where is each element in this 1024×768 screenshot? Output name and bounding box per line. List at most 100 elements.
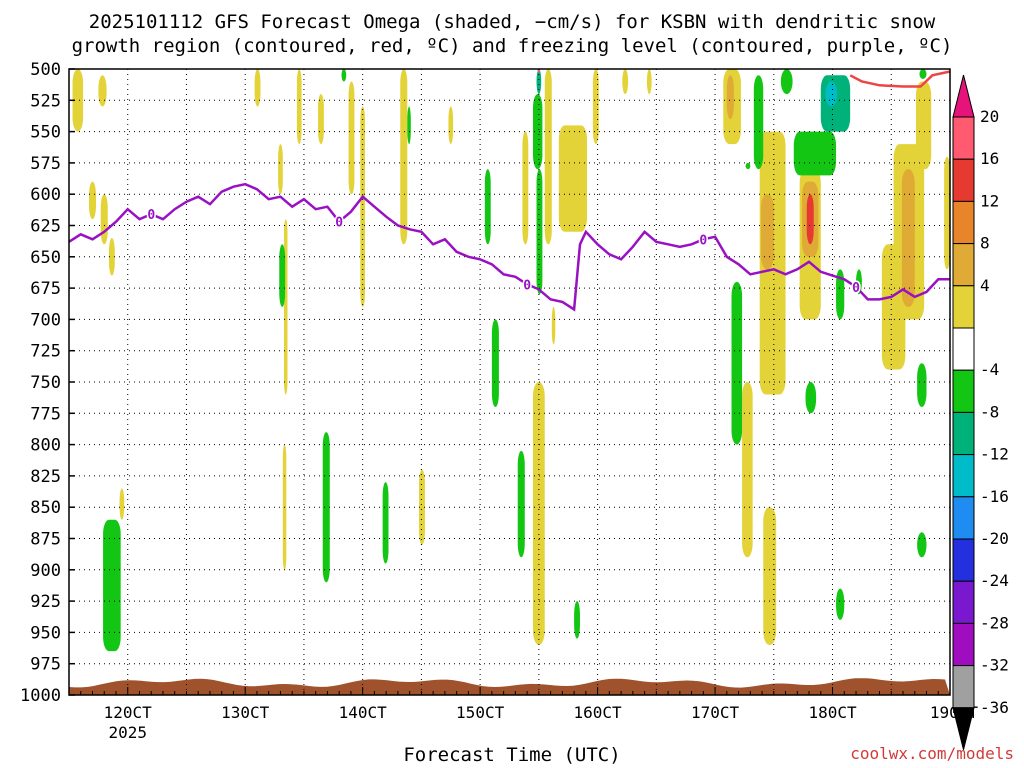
omega-region-63 xyxy=(919,69,927,80)
omega-region-24 xyxy=(646,69,652,95)
omega-region-56 xyxy=(805,382,817,414)
y-tick-label-725: 725 xyxy=(30,342,61,362)
grid-lines xyxy=(69,68,950,696)
y-tick-label-800: 800 xyxy=(30,436,61,456)
y-tick-label-550: 550 xyxy=(30,123,61,143)
colorbar-label--20: -20 xyxy=(980,529,1009,548)
colorbar-swatch-8 xyxy=(952,454,975,498)
freezing-level-label-0: 0 xyxy=(147,208,155,223)
colorbar-top-arrow xyxy=(952,74,975,118)
omega-region-59 xyxy=(836,588,845,620)
omega-region-0 xyxy=(72,69,84,132)
omega-region-7 xyxy=(278,144,283,195)
x-tick-label-120: 120CT xyxy=(104,703,153,722)
omega-region-10 xyxy=(296,69,302,145)
colorbar-bottom-arrow xyxy=(952,707,975,750)
omega-region-19 xyxy=(558,125,588,232)
omega-region-45 xyxy=(407,106,411,145)
x-tick-label-140: 140CT xyxy=(339,703,388,722)
omega-region-17 xyxy=(522,131,529,245)
chart-title-line-1: 2025101112 GFS Forecast Omega (shaded, −… xyxy=(88,11,936,33)
omega-region-42 xyxy=(322,432,330,583)
colorbar-label--28: -28 xyxy=(980,613,1009,632)
omega-region-52 xyxy=(731,281,743,445)
colorbar-swatch-6 xyxy=(952,369,975,413)
omega-region-21 xyxy=(532,382,545,645)
colorbar-label--12: -12 xyxy=(980,445,1009,464)
colorbar-label--32: -32 xyxy=(980,656,1009,675)
colorbar-swatch-13 xyxy=(952,665,975,709)
colorbar-swatch-1 xyxy=(952,158,975,202)
colorbar-swatch-12 xyxy=(952,622,975,667)
y-tick-label-775: 775 xyxy=(30,404,61,424)
colorbar-label--16: -16 xyxy=(980,487,1009,506)
y-tick-label-500: 500 xyxy=(30,60,61,80)
x-axis-title: Forecast Time (UTC) xyxy=(403,744,621,766)
omega-region-2 xyxy=(88,181,97,220)
colorbar-label-8: 8 xyxy=(980,234,990,253)
y-tick-label-750: 750 xyxy=(30,373,61,393)
omega-region-41 xyxy=(279,244,286,307)
y-tick-label-875: 875 xyxy=(30,530,61,550)
omega-region-48 xyxy=(532,94,543,170)
colorbar-label--8: -8 xyxy=(980,402,999,421)
chart-title-line-2: growth region (contoured, red, ºC) and f… xyxy=(71,35,953,57)
colorbar: 20 16 12 8 4 -4 -8 -12 -16 -20 -24 -28 -32 -36 xyxy=(952,74,1009,750)
colorbar-swatch-11 xyxy=(952,580,975,624)
omega-region-20 xyxy=(592,69,599,145)
colorbar-label-4: 4 xyxy=(980,276,990,295)
colorbar-label--24: -24 xyxy=(980,571,1009,590)
omega-region-5 xyxy=(119,488,125,520)
omega-region-67 xyxy=(537,69,541,73)
omega-region-40 xyxy=(103,519,121,652)
omega-region-50 xyxy=(517,450,525,558)
y-tick-label-675: 675 xyxy=(30,279,61,299)
omega-region-12 xyxy=(348,81,355,195)
omega-region-15 xyxy=(419,469,425,545)
omega-region-62 xyxy=(917,532,927,558)
colorbar-swatch-0 xyxy=(952,116,975,160)
terrain-layer xyxy=(69,678,950,695)
colorbar-label--4: -4 xyxy=(980,360,999,379)
omega-region-61 xyxy=(917,363,927,408)
omega-region-46 xyxy=(484,169,491,245)
y-tick-label-700: 700 xyxy=(30,310,61,330)
omega-region-51 xyxy=(574,601,580,639)
omega-region-18 xyxy=(544,69,552,245)
colorbar-swatch-3 xyxy=(952,243,975,287)
omega-region-28 xyxy=(763,507,777,645)
axes: 500 525 550 575 600 625 650 675 700 725 750 775 800 8… xyxy=(20,60,978,742)
omega-region-8 xyxy=(283,219,288,395)
x-tick-label-180: 180CT xyxy=(808,703,857,722)
omega-region-37 xyxy=(901,169,915,307)
omega-region-57 xyxy=(793,131,837,176)
freezing-level-label-2: 0 xyxy=(523,278,531,293)
y-tick-label-975: 975 xyxy=(30,655,61,675)
colorbar-swatch-7 xyxy=(952,411,975,456)
y-tick-label-650: 650 xyxy=(30,248,61,268)
omega-region-43 xyxy=(341,69,347,82)
colorbar-swatch-4 xyxy=(952,285,975,329)
freezing-level-label-4: 0 xyxy=(852,281,860,296)
omega-region-39 xyxy=(806,194,814,245)
omega-region-35 xyxy=(760,194,774,270)
omega-region-34 xyxy=(944,156,950,270)
y-tick-label-600: 600 xyxy=(30,185,61,205)
y-tick-label-1000: 1000 xyxy=(20,686,61,706)
colorbar-swatch-5 xyxy=(952,327,975,371)
y-tick-label-625: 625 xyxy=(30,217,61,237)
omega-region-27 xyxy=(742,382,753,558)
y-tick-label-925: 925 xyxy=(30,592,61,612)
omega-region-23 xyxy=(622,69,629,95)
freezing-level-label-3: 0 xyxy=(699,233,707,248)
omega-region-6 xyxy=(254,69,261,107)
dgz-contour-line xyxy=(849,70,951,88)
omega-shading xyxy=(72,69,950,652)
omega-region-22 xyxy=(551,306,556,345)
y-tick-label-850: 850 xyxy=(30,498,61,518)
omega-region-55 xyxy=(780,69,793,95)
y-tick-label-900: 900 xyxy=(30,561,61,581)
colorbar-label-20: 20 xyxy=(980,107,999,126)
omega-region-38 xyxy=(726,75,734,120)
